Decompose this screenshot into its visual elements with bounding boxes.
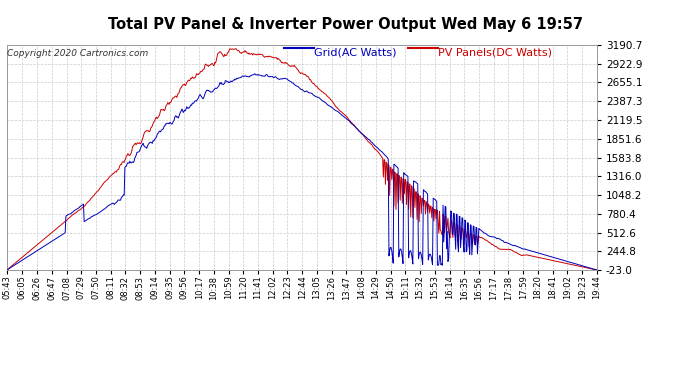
Text: PV Panels(DC Watts): PV Panels(DC Watts) bbox=[437, 47, 551, 57]
Text: Grid(AC Watts): Grid(AC Watts) bbox=[314, 47, 396, 57]
Text: Total PV Panel & Inverter Power Output Wed May 6 19:57: Total PV Panel & Inverter Power Output W… bbox=[108, 17, 582, 32]
Text: Copyright 2020 Cartronics.com: Copyright 2020 Cartronics.com bbox=[8, 50, 149, 58]
